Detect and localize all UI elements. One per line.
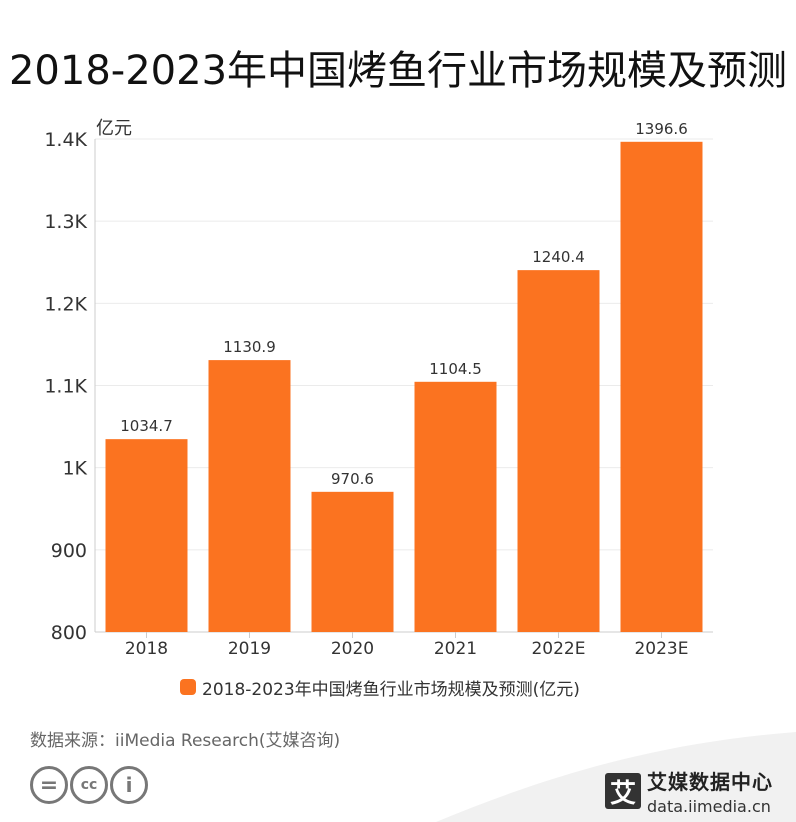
x-tick-label: 2019 <box>228 639 271 659</box>
legend-swatch <box>180 679 196 695</box>
data-label: 1130.9 <box>223 338 276 356</box>
y-tick-label: 800 <box>51 622 87 644</box>
bar-2019 <box>208 360 291 632</box>
brand-name: 艾媒数据中心 <box>647 770 773 794</box>
bar-2020 <box>311 491 394 632</box>
bar-2022E <box>517 270 600 632</box>
y-tick-label: 1.3K <box>44 211 87 233</box>
y-axis-unit: 亿元 <box>96 118 132 139</box>
data-source: 数据来源：iiMedia Research(艾媒咨询) <box>30 731 341 751</box>
brand-mark-icon: 艾 <box>605 773 641 809</box>
legend-label: 2018-2023年中国烤鱼行业市场规模及预测(亿元) <box>202 679 580 700</box>
data-label: 970.6 <box>331 470 374 488</box>
y-tick-label: 1.1K <box>44 376 87 398</box>
brand-url: data.iimedia.cn <box>647 797 771 816</box>
y-tick-label: 1.2K <box>44 293 87 315</box>
data-label: 1034.7 <box>120 417 173 435</box>
cc-icon: cc <box>70 766 108 804</box>
equal-icon: = <box>30 766 68 804</box>
data-label: 1104.5 <box>429 360 482 378</box>
data-label: 1396.6 <box>635 120 688 138</box>
brand-logo: 艾 艾媒数据中心 data.iimedia.cn <box>605 766 773 816</box>
bar-2018 <box>105 439 188 632</box>
y-tick-label: 1K <box>62 458 87 480</box>
x-tick-label: 2021 <box>434 639 477 659</box>
x-tick-label: 2018 <box>125 639 168 659</box>
bar-2021 <box>414 381 497 632</box>
data-label: 1240.4 <box>532 248 585 266</box>
chart-title: 2018-2023年中国烤鱼行业市场规模及预测 <box>8 48 788 94</box>
person-icon: i <box>110 766 148 804</box>
y-tick-label: 1.4K <box>44 129 87 151</box>
bar-2023E <box>620 141 703 632</box>
x-tick-label: 2020 <box>331 639 374 659</box>
y-tick-label: 900 <box>51 540 87 562</box>
legend[interactable]: 2018-2023年中国烤鱼行业市场规模及预测(亿元) <box>180 675 580 700</box>
x-tick-label: 2023E <box>634 639 688 659</box>
bar-chart: 800 900 1K 1.1K 1.2K 1.3K 1.4K 1034.7 2018 1130.9… <box>44 120 713 659</box>
x-tick-label: 2022E <box>531 639 585 659</box>
